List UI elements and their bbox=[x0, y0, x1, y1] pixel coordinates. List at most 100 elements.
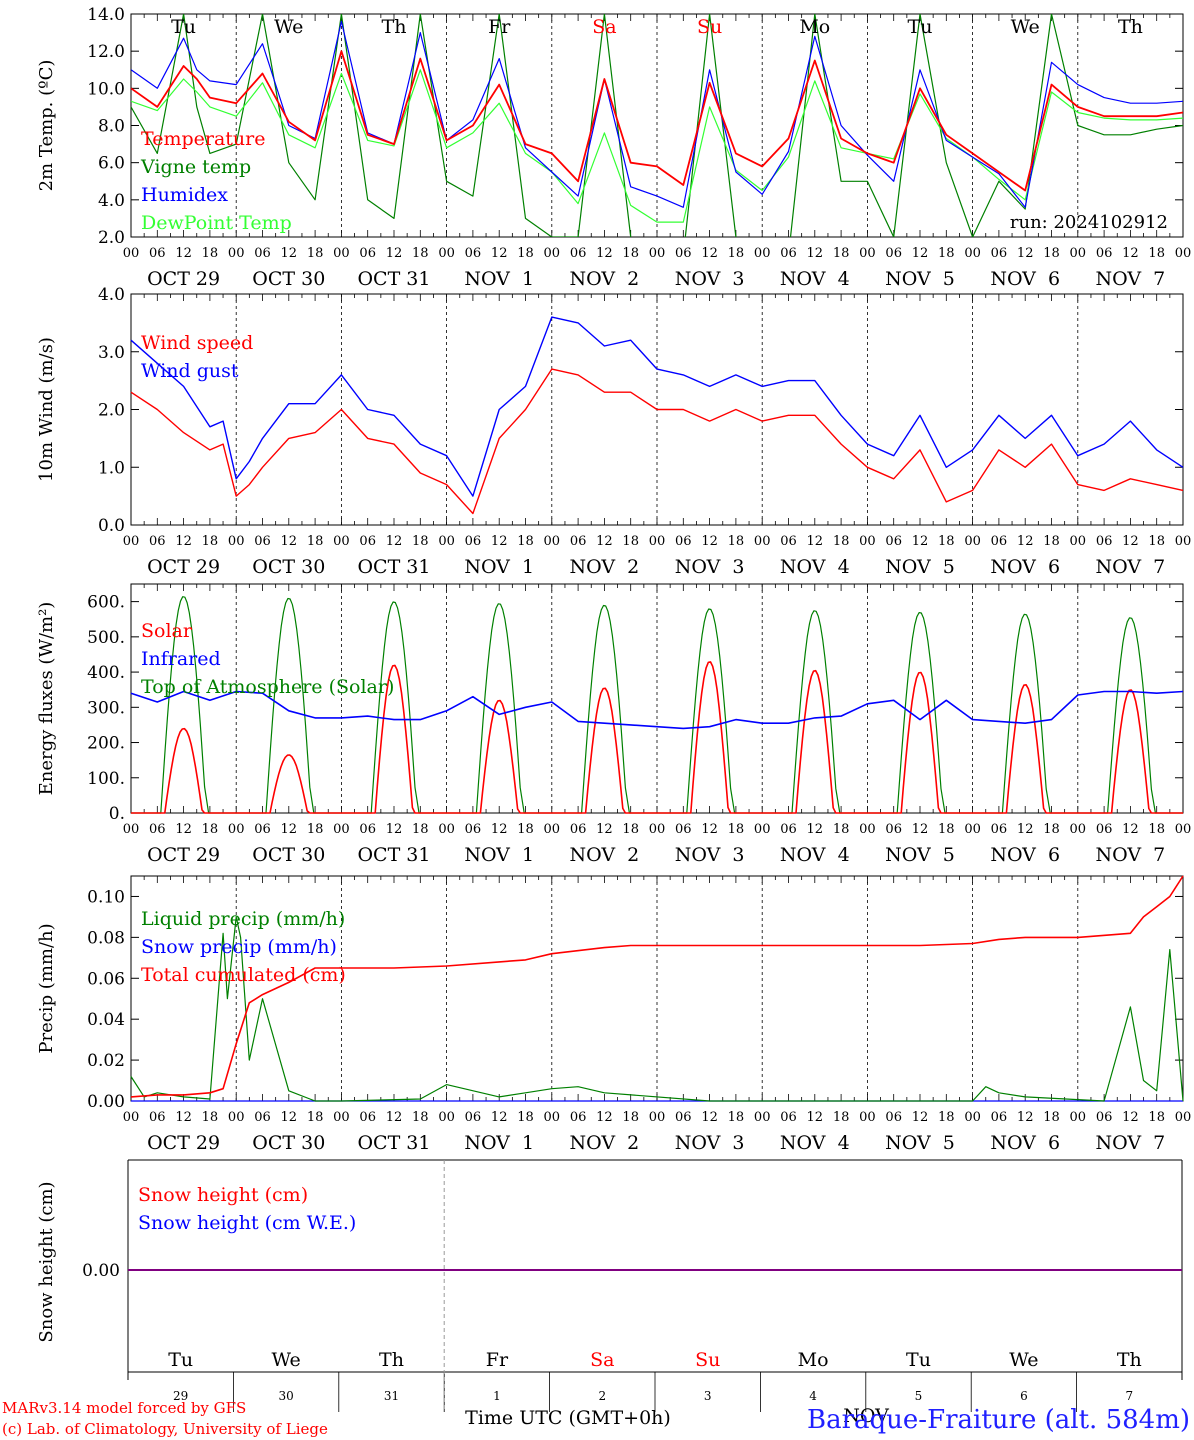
hour-tick-label: 12 bbox=[281, 246, 298, 261]
hour-tick-label: 06 bbox=[675, 1110, 692, 1125]
legend-entry: Total cumulated (cm) bbox=[141, 964, 346, 986]
hour-tick-label: 12 bbox=[1017, 246, 1034, 261]
y-tick-label: 0.00 bbox=[87, 1092, 125, 1112]
hour-tick-label: 06 bbox=[254, 1110, 271, 1125]
hour-tick-label: 12 bbox=[596, 822, 613, 837]
legend-entry: Humidex bbox=[141, 184, 228, 206]
y-axis-label: Snow height (cm) bbox=[36, 1181, 57, 1342]
hour-tick-label: 06 bbox=[570, 1110, 587, 1125]
date-label: OCT 31 bbox=[357, 268, 430, 290]
hour-tick-label: 18 bbox=[202, 822, 219, 837]
day-number-label: 2 bbox=[598, 1389, 606, 1403]
date-label: NOV 1 bbox=[464, 556, 534, 578]
hour-tick-label: 18 bbox=[728, 246, 745, 261]
date-label: OCT 29 bbox=[147, 844, 220, 866]
hour-tick-label: 18 bbox=[517, 1110, 534, 1125]
date-label: NOV 6 bbox=[990, 844, 1060, 866]
hour-tick-label: 12 bbox=[1017, 534, 1034, 549]
hour-tick-label: 06 bbox=[570, 822, 587, 837]
hour-tick-label: 12 bbox=[596, 534, 613, 549]
y-axis-label: Energy fluxes (W/m²) bbox=[36, 602, 57, 796]
hour-tick-label: 00 bbox=[649, 534, 666, 549]
hour-tick-label: 12 bbox=[491, 534, 508, 549]
date-label: NOV 5 bbox=[885, 1132, 955, 1154]
hour-tick-label: 12 bbox=[386, 246, 403, 261]
wind-panel: 0.0 1.0 2.0 3.0 4.0 10m Wind (m/s) 00 06 12 18 00 0… bbox=[36, 285, 1191, 578]
hour-tick-label: 06 bbox=[991, 1110, 1008, 1125]
hour-tick-label: 18 bbox=[1148, 822, 1165, 837]
credit-line-2: (c) Lab. of Climatology, University of L… bbox=[2, 1420, 328, 1438]
legend-entry: Infrared bbox=[141, 648, 221, 670]
date-label: NOV 5 bbox=[885, 268, 955, 290]
hour-tick-label: 18 bbox=[938, 246, 955, 261]
date-label: NOV 5 bbox=[885, 556, 955, 578]
y-tick-label: 0.08 bbox=[87, 928, 125, 948]
hour-tick-label: 12 bbox=[596, 246, 613, 261]
legend-entry: Wind gust bbox=[141, 360, 239, 382]
date-label: NOV 3 bbox=[675, 1132, 745, 1154]
hour-tick-label: 12 bbox=[386, 1110, 403, 1125]
legend-entry: Solar bbox=[141, 620, 193, 642]
hour-tick-label: 00 bbox=[1070, 822, 1087, 837]
hour-tick-label: 00 bbox=[228, 1110, 245, 1125]
weekday-label: Tu bbox=[171, 16, 196, 38]
hour-tick-label: 00 bbox=[649, 1110, 666, 1125]
weekday-label: Th bbox=[1117, 1349, 1142, 1371]
hour-tick-label: 12 bbox=[912, 1110, 929, 1125]
hour-tick-label: 06 bbox=[991, 534, 1008, 549]
date-label: OCT 29 bbox=[147, 1132, 220, 1154]
series-liquid-precip bbox=[130, 916, 1184, 1102]
hour-tick-label: 18 bbox=[938, 1110, 955, 1125]
y-axis-label: 10m Wind (m/s) bbox=[36, 337, 57, 482]
hour-tick-label: 18 bbox=[412, 822, 429, 837]
hour-tick-label: 12 bbox=[1122, 822, 1139, 837]
hour-tick-label: 12 bbox=[175, 1110, 192, 1125]
hour-tick-label: 12 bbox=[701, 1110, 718, 1125]
date-label: NOV 3 bbox=[675, 268, 745, 290]
credit-line-1: MARv3.14 model forced by GFS bbox=[2, 1399, 246, 1417]
hour-tick-label: 06 bbox=[1096, 1110, 1113, 1125]
hour-tick-label: 12 bbox=[701, 246, 718, 261]
y-tick-label: 0.10 bbox=[87, 887, 125, 907]
series-vigne-temp bbox=[131, 14, 1183, 237]
hour-tick-label: 06 bbox=[1096, 534, 1113, 549]
hour-tick-label: 18 bbox=[622, 822, 639, 837]
series-humidex bbox=[131, 20, 1183, 208]
date-label: NOV 4 bbox=[780, 268, 850, 290]
day-number-label: 4 bbox=[809, 1389, 817, 1403]
station-title: Baraque-Fraiture (alt. 584m) bbox=[807, 1405, 1190, 1435]
hour-tick-label: 06 bbox=[1096, 822, 1113, 837]
y-tick-label: 3.0 bbox=[98, 343, 125, 363]
y-tick-label: 0.06 bbox=[87, 969, 125, 989]
hour-tick-label: 06 bbox=[254, 534, 271, 549]
y-tick-label: 2.0 bbox=[98, 228, 125, 248]
y-tick-label: 4.0 bbox=[98, 285, 125, 305]
date-label: OCT 30 bbox=[252, 844, 325, 866]
date-label: OCT 31 bbox=[357, 844, 430, 866]
y-tick-label: 10.0 bbox=[87, 79, 125, 99]
day-number-label: 6 bbox=[1020, 1389, 1028, 1403]
hour-tick-label: 06 bbox=[465, 534, 482, 549]
hour-tick-label: 18 bbox=[412, 246, 429, 261]
hour-tick-label: 00 bbox=[544, 534, 561, 549]
hour-tick-label: 12 bbox=[491, 246, 508, 261]
date-label: NOV 2 bbox=[570, 844, 640, 866]
hour-tick-label: 00 bbox=[438, 246, 455, 261]
date-label: NOV 4 bbox=[780, 556, 850, 578]
y-tick-label: 2.0 bbox=[98, 401, 125, 421]
hour-tick-label: 00 bbox=[754, 534, 771, 549]
weekday-label: Tu bbox=[908, 16, 933, 38]
hour-tick-label: 06 bbox=[359, 534, 376, 549]
hour-tick-label: 00 bbox=[964, 534, 981, 549]
hour-tick-label: 12 bbox=[175, 246, 192, 261]
series-wind-gust bbox=[130, 316, 1184, 497]
hour-tick-label: 06 bbox=[675, 534, 692, 549]
hour-tick-label: 00 bbox=[859, 246, 876, 261]
hour-tick-label: 18 bbox=[728, 822, 745, 837]
hour-tick-label: 00 bbox=[438, 534, 455, 549]
date-label: NOV 2 bbox=[570, 1132, 640, 1154]
hour-tick-label: 18 bbox=[1043, 246, 1060, 261]
weekday-label: Th bbox=[1118, 16, 1143, 38]
y-tick-label: 0.04 bbox=[87, 1010, 125, 1030]
weekday-label: We bbox=[1011, 16, 1040, 38]
